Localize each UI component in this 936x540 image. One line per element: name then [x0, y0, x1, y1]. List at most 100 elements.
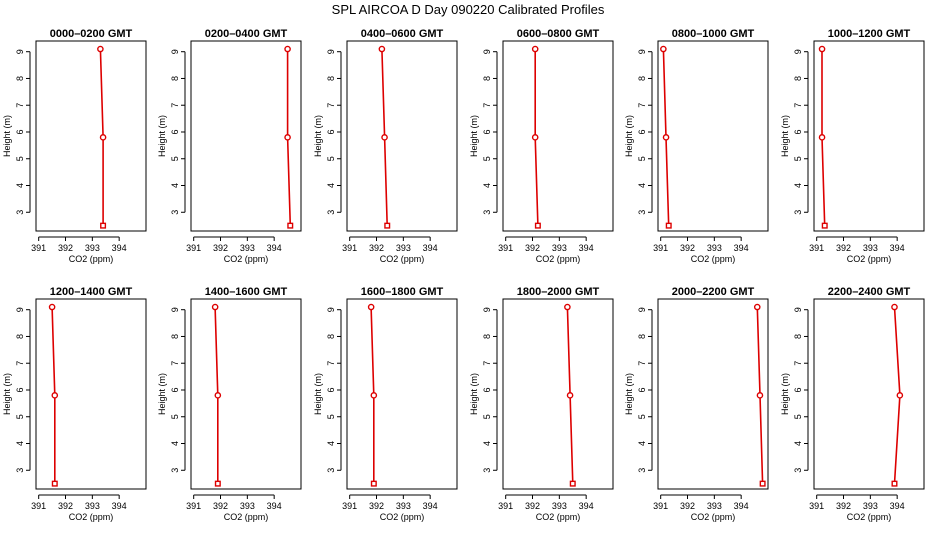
y-tick-label: 7	[482, 361, 492, 366]
data-point	[662, 134, 670, 141]
plot-frame	[813, 298, 925, 490]
panel-title: 2200–2400 GMT	[828, 286, 911, 298]
data-point	[367, 303, 375, 311]
y-tick-label: 6	[15, 129, 25, 134]
y-tick-label: 9	[637, 49, 647, 54]
x-tick-label: 394	[579, 501, 594, 511]
y-tick-label: 8	[170, 76, 180, 81]
panel-title: 0400–0600 GMT	[361, 28, 444, 40]
y-tick-label: 6	[170, 129, 180, 134]
y-tick-label: 4	[793, 183, 803, 188]
plot-frame	[502, 40, 614, 232]
y-axis-label: Height (m)	[2, 373, 12, 415]
x-tick-label: 392	[369, 501, 384, 511]
x-axis-label: CO2 (ppm)	[691, 254, 736, 264]
y-tick-label: 7	[170, 361, 180, 366]
data-point	[97, 45, 104, 53]
panel-title: 0000–0200 GMT	[50, 28, 133, 40]
y-tick-label: 9	[15, 49, 25, 54]
x-tick-label: 394	[890, 501, 905, 511]
y-tick-label: 5	[15, 156, 25, 161]
y-tick-label: 5	[482, 156, 492, 161]
plot-frame	[502, 298, 614, 490]
y-tick-label: 6	[793, 129, 803, 134]
data-point	[531, 45, 539, 53]
y-tick-label: 3	[15, 210, 25, 215]
x-tick-label: 393	[552, 501, 567, 511]
data-point	[370, 480, 377, 487]
y-tick-label: 6	[326, 129, 336, 134]
data-point	[891, 303, 898, 311]
y-tick-label: 3	[482, 210, 492, 215]
x-tick-label: 393	[863, 243, 878, 253]
data-point	[214, 480, 221, 487]
y-tick-label: 3	[15, 468, 25, 473]
plot-frame	[35, 298, 147, 490]
x-tick-label: 392	[369, 243, 384, 253]
x-axis-label: CO2 (ppm)	[69, 512, 114, 522]
x-tick-label: 391	[31, 243, 46, 253]
y-tick-label: 4	[326, 183, 336, 188]
y-tick-label: 5	[793, 414, 803, 419]
y-tick-label: 9	[326, 49, 336, 54]
x-tick-label: 391	[498, 501, 513, 511]
data-point	[564, 303, 571, 311]
x-tick-label: 393	[396, 243, 411, 253]
y-tick-label: 5	[326, 156, 336, 161]
x-tick-label: 391	[186, 243, 201, 253]
y-axis-label: Height (m)	[157, 115, 167, 157]
x-tick-label: 391	[653, 243, 668, 253]
data-point	[569, 480, 576, 487]
y-tick-label: 5	[793, 156, 803, 161]
y-tick-label: 4	[170, 441, 180, 446]
x-tick-label: 394	[423, 501, 438, 511]
data-point	[284, 134, 291, 141]
y-tick-label: 5	[170, 414, 180, 419]
data-point	[287, 222, 294, 229]
data-point	[99, 134, 107, 141]
plot-frame	[346, 40, 458, 232]
x-tick-label: 391	[342, 243, 357, 253]
data-point	[48, 303, 56, 311]
y-tick-label: 7	[793, 361, 803, 366]
panel-title: 0600–0800 GMT	[517, 28, 600, 40]
y-tick-label: 6	[637, 129, 647, 134]
y-tick-label: 7	[15, 361, 25, 366]
y-tick-label: 8	[482, 334, 492, 339]
data-point	[284, 45, 291, 53]
y-tick-label: 8	[326, 334, 336, 339]
y-tick-label: 7	[637, 103, 647, 108]
x-tick-label: 393	[707, 501, 722, 511]
x-tick-label: 392	[58, 501, 73, 511]
x-tick-label: 392	[213, 243, 228, 253]
x-axis-label: CO2 (ppm)	[536, 254, 581, 264]
x-tick-label: 392	[680, 501, 695, 511]
data-point	[381, 134, 388, 141]
y-axis-label: Height (m)	[313, 115, 323, 157]
y-tick-label: 5	[637, 156, 647, 161]
y-tick-label: 5	[482, 414, 492, 419]
plot-frame	[657, 298, 769, 490]
y-tick-label: 3	[170, 210, 180, 215]
y-tick-label: 9	[170, 49, 180, 54]
y-tick-label: 9	[326, 307, 336, 312]
y-tick-label: 6	[170, 387, 180, 392]
panel-title: 1600–1800 GMT	[361, 286, 444, 298]
x-tick-label: 392	[525, 243, 540, 253]
data-point	[759, 480, 766, 487]
y-tick-label: 6	[326, 387, 336, 392]
y-axis-label: Height (m)	[780, 373, 790, 415]
x-axis-label: CO2 (ppm)	[224, 254, 269, 264]
data-point	[818, 134, 826, 141]
x-axis-label: CO2 (ppm)	[69, 254, 114, 264]
x-tick-label: 394	[734, 243, 749, 253]
plot-frame	[813, 40, 925, 232]
data-point	[818, 45, 826, 53]
x-tick-label: 393	[396, 501, 411, 511]
panel-title: 0800–1000 GMT	[672, 28, 755, 40]
y-axis-label: Height (m)	[157, 373, 167, 415]
